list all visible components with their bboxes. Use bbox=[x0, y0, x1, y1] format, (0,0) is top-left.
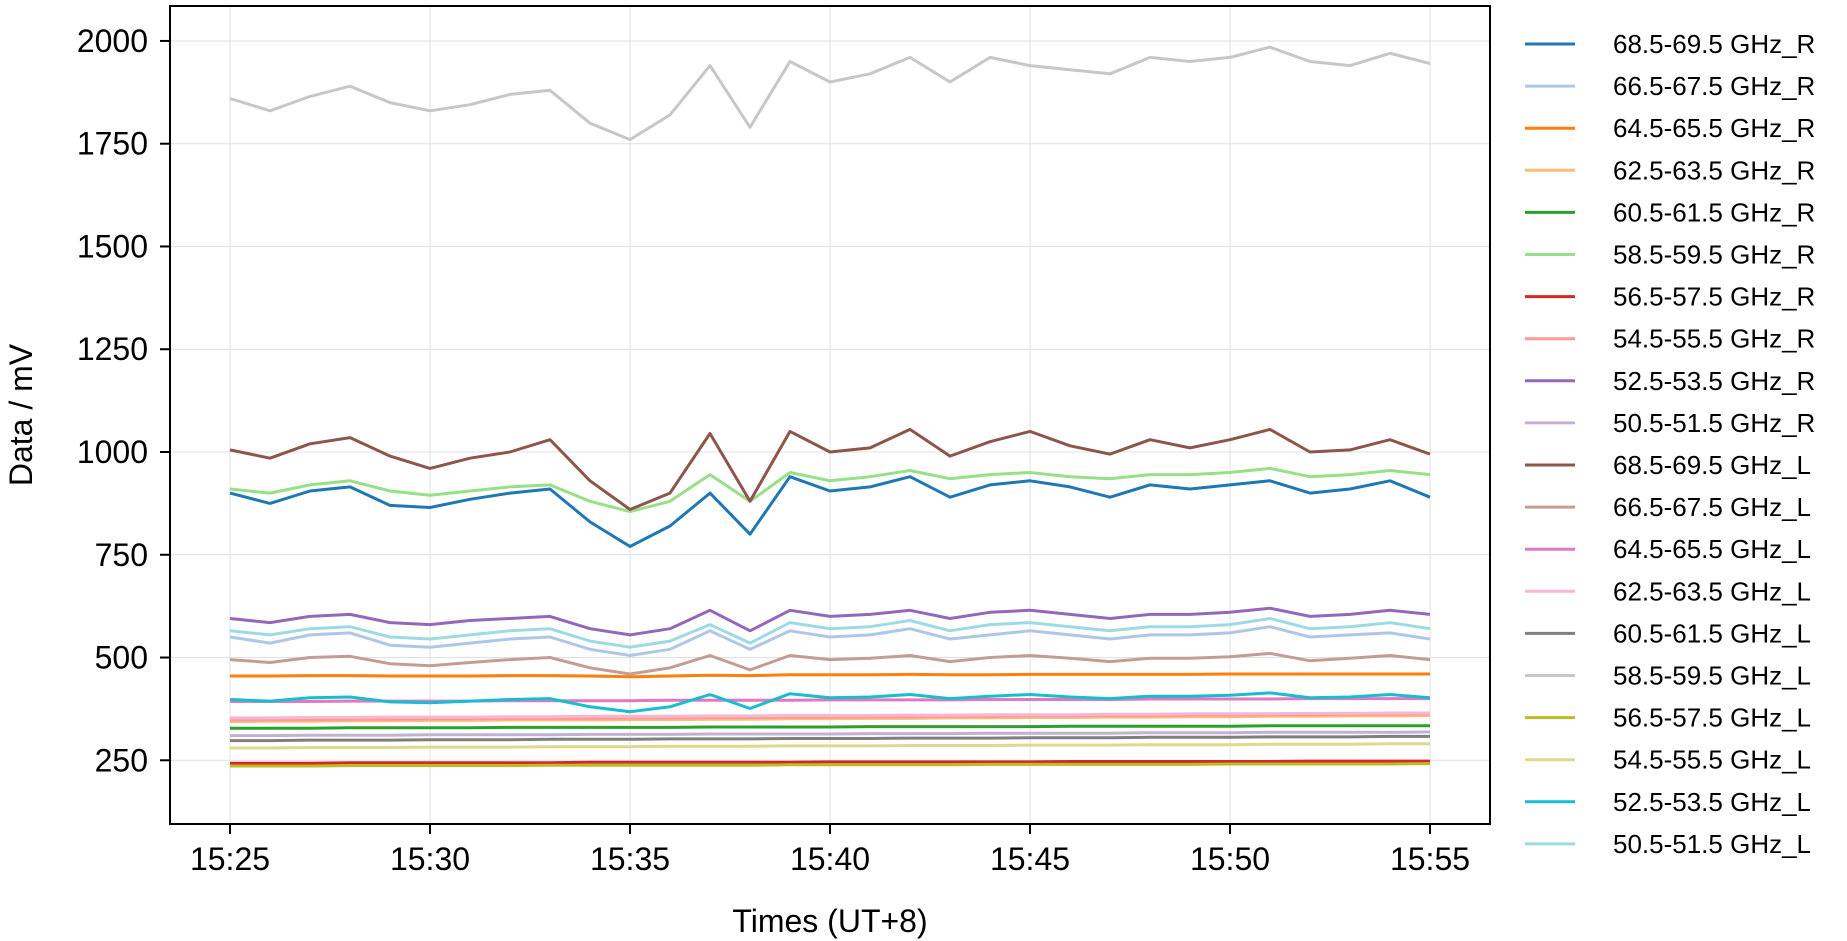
series-line-11 bbox=[229, 651, 1431, 676]
series-line-8 bbox=[229, 606, 1431, 637]
series-line-1 bbox=[229, 625, 1431, 657]
legend-label: 66.5-67.5 GHz_L bbox=[1613, 492, 1811, 522]
series-line-6 bbox=[230, 759, 1430, 765]
legend-label: 64.5-65.5 GHz_L bbox=[1613, 534, 1811, 564]
legend-label: 68.5-69.5 GHz_R bbox=[1613, 29, 1815, 59]
y-tick-label: 250 bbox=[95, 742, 148, 778]
y-axis-label: Data / mV bbox=[3, 343, 39, 486]
x-tick-label: 15:45 bbox=[990, 841, 1070, 877]
series-line-15 bbox=[229, 45, 1431, 142]
series-line-12 bbox=[230, 697, 1430, 703]
legend-label: 62.5-63.5 GHz_L bbox=[1613, 576, 1811, 606]
legend-label: 68.5-69.5 GHz_L bbox=[1613, 450, 1811, 480]
legend-label: 52.5-53.5 GHz_R bbox=[1613, 366, 1815, 396]
legend-label: 54.5-55.5 GHz_R bbox=[1613, 324, 1815, 354]
x-tick-label: 15:35 bbox=[590, 841, 670, 877]
series-line-2 bbox=[230, 672, 1430, 679]
y-tick-label: 500 bbox=[95, 640, 148, 676]
legend-label: 62.5-63.5 GHz_R bbox=[1613, 155, 1815, 185]
series-line-4 bbox=[230, 724, 1430, 730]
legend-label: 54.5-55.5 GHz_L bbox=[1613, 745, 1811, 775]
series-line-16 bbox=[230, 762, 1431, 768]
legend-label: 50.5-51.5 GHz_R bbox=[1613, 408, 1815, 438]
legend-label: 52.5-53.5 GHz_L bbox=[1613, 787, 1811, 817]
series-line-3 bbox=[229, 714, 1431, 724]
legend-label: 60.5-61.5 GHz_L bbox=[1613, 618, 1811, 648]
series-line-10 bbox=[229, 427, 1431, 511]
legend-label: 58.5-59.5 GHz_R bbox=[1613, 240, 1815, 270]
series-line-17 bbox=[230, 742, 1430, 750]
series-line-14 bbox=[230, 734, 1430, 743]
x-tick-label: 15:50 bbox=[1190, 841, 1270, 877]
series-line-5 bbox=[229, 466, 1431, 514]
legend-label: 64.5-65.5 GHz_R bbox=[1613, 113, 1815, 143]
series-line-13 bbox=[230, 711, 1430, 720]
y-tick-label: 1000 bbox=[77, 434, 148, 470]
legend-label: 66.5-67.5 GHz_R bbox=[1613, 71, 1815, 101]
series-line-0 bbox=[229, 475, 1431, 548]
x-tick-label: 15:40 bbox=[790, 841, 870, 877]
series-line-9 bbox=[230, 730, 1431, 738]
series-line-18 bbox=[229, 691, 1431, 714]
y-tick-label: 1500 bbox=[77, 228, 148, 264]
x-tick-label: 15:30 bbox=[390, 841, 470, 877]
x-axis: 15:25 15:30 15:35 15:40 15:45 15:50 15:55 bbox=[190, 824, 1470, 877]
series-lines bbox=[229, 45, 1431, 768]
y-axis: 250 500 750 1000 1250 1500 1750 2000 bbox=[77, 23, 170, 778]
y-tick-label: 1750 bbox=[77, 126, 148, 162]
y-tick-label: 1250 bbox=[77, 331, 148, 367]
x-axis-label: Times (UT+8) bbox=[732, 903, 927, 939]
x-tick-label: 15:25 bbox=[190, 841, 270, 877]
x-tick-label: 15:55 bbox=[1390, 841, 1470, 877]
grid bbox=[170, 6, 1490, 824]
legend-label: 56.5-57.5 GHz_R bbox=[1613, 282, 1815, 312]
legend: 68.5-69.5 GHz_R 66.5-67.5 GHz_R 64.5-65.5 … bbox=[1525, 29, 1815, 859]
y-tick-label: 750 bbox=[95, 537, 148, 573]
legend-label: 50.5-51.5 GHz_L bbox=[1613, 829, 1811, 859]
legend-label: 60.5-61.5 GHz_R bbox=[1613, 197, 1815, 227]
legend-label: 56.5-57.5 GHz_L bbox=[1613, 703, 1811, 733]
series-line-19 bbox=[229, 617, 1431, 649]
legend-label: 58.5-59.5 GHz_L bbox=[1613, 661, 1811, 691]
y-tick-label: 2000 bbox=[77, 23, 148, 59]
